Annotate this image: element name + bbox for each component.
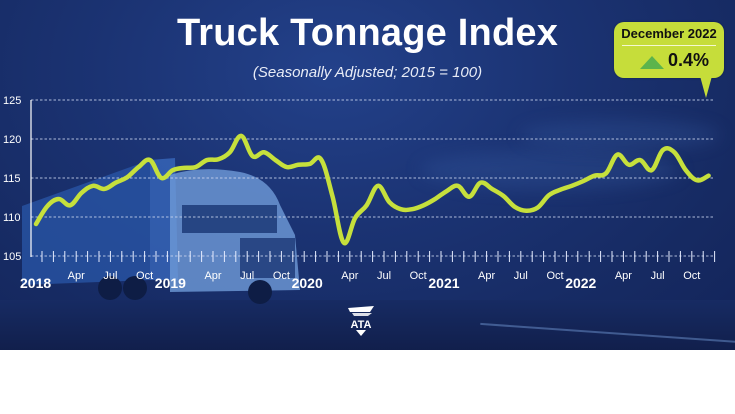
callout-month: December 2022: [621, 26, 717, 41]
x-month-label: Jul: [651, 270, 665, 282]
x-year-label: 2018: [20, 275, 51, 291]
ata-logo: ATA: [348, 306, 374, 336]
x-month-label: Oct: [273, 270, 290, 282]
x-axis-labels: 2018 Apr Jul Oct 2019 Apr Jul Oct 2020 Apr Jul Oct 2…: [20, 270, 700, 291]
cloud-decoration: [520, 120, 720, 150]
x-month-label: Jul: [377, 270, 391, 282]
tonnage-line: [33, 133, 711, 246]
x-month-label: Oct: [546, 270, 563, 282]
y-tick-label: 120: [3, 134, 21, 146]
x-month-label: Apr: [341, 270, 358, 282]
latest-change-callout: December 2022 0.4%: [614, 22, 724, 98]
logo-text: ATA: [351, 319, 372, 331]
up-arrow-icon: [640, 56, 664, 69]
truck-illustration: [22, 158, 300, 304]
x-month-label: Apr: [615, 270, 632, 282]
cloud-decoration: [420, 150, 680, 190]
x-month-label: Oct: [136, 270, 153, 282]
y-tick-label: 115: [3, 173, 21, 185]
y-tick-label: 110: [3, 212, 21, 224]
chart-title: Truck Tonnage Index: [176, 12, 559, 54]
callout-change-value: 0.4%: [668, 50, 710, 70]
x-month-label: Jul: [514, 270, 528, 282]
x-month-label: Apr: [478, 270, 495, 282]
x-month-label: Jul: [103, 270, 117, 282]
y-axis-labels: 105 110 115 120 125: [3, 95, 21, 263]
chart-subtitle: (Seasonally Adjusted; 2015 = 100): [252, 64, 483, 81]
x-month-label: Oct: [683, 270, 700, 282]
gridlines: [31, 99, 714, 257]
x-axis-ticks: [41, 251, 716, 262]
x-year-label: 2020: [292, 275, 323, 291]
x-month-label: Oct: [410, 270, 427, 282]
callout-divider: [622, 45, 716, 46]
y-tick-label: 125: [3, 95, 21, 107]
x-month-label: Apr: [68, 270, 85, 282]
chart-background: Truck Tonnage Index (Seasonally Adjusted…: [0, 0, 735, 350]
x-year-label: 2021: [428, 275, 459, 291]
y-tick-label: 105: [3, 251, 21, 263]
x-month-label: Jul: [240, 270, 254, 282]
x-year-label: 2019: [155, 275, 186, 291]
x-month-label: Apr: [204, 270, 221, 282]
x-year-label: 2022: [565, 275, 596, 291]
